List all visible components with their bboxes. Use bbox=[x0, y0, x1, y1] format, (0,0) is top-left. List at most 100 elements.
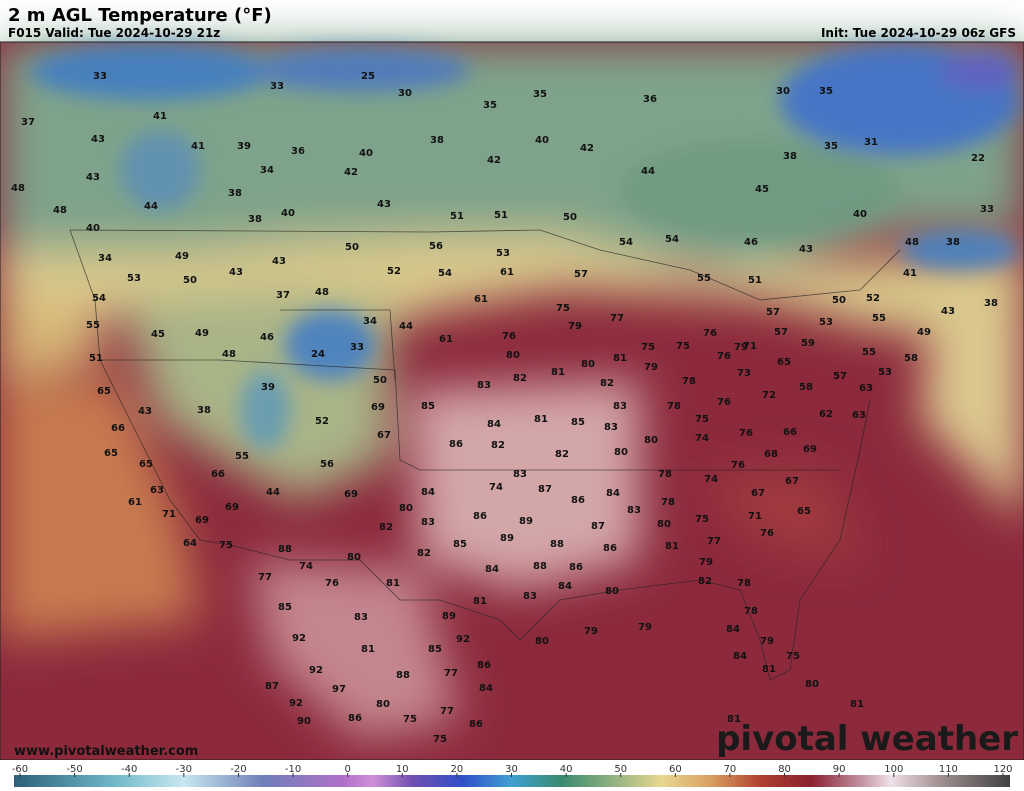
temperature-label: 34 bbox=[260, 165, 274, 176]
temperature-label: 74 bbox=[695, 433, 709, 444]
title: 2 m AGL Temperature (°F) bbox=[8, 5, 272, 26]
temperature-label: 65 bbox=[104, 448, 118, 459]
temperature-label: 76 bbox=[760, 528, 774, 539]
temperature-label: 80 bbox=[535, 636, 549, 647]
temperature-label: 82 bbox=[379, 522, 393, 533]
temperature-label: 65 bbox=[139, 459, 153, 470]
temperature-label: 77 bbox=[258, 572, 272, 583]
temperature-label: 51 bbox=[89, 353, 103, 364]
temperature-label: 33 bbox=[980, 204, 994, 215]
temperature-label: 64 bbox=[183, 538, 197, 549]
temperature-label: 84 bbox=[487, 419, 501, 430]
temperature-label: 79 bbox=[760, 636, 774, 647]
temperature-label: 48 bbox=[905, 237, 919, 248]
temperature-label: 86 bbox=[449, 439, 463, 450]
temperature-label: 82 bbox=[555, 449, 569, 460]
temperature-label: 67 bbox=[785, 476, 799, 487]
colorbar-label: 100 bbox=[884, 764, 903, 775]
temperature-label: 38 bbox=[430, 135, 444, 146]
temperature-label: 77 bbox=[610, 313, 624, 324]
temperature-label: 86 bbox=[348, 713, 362, 724]
temperature-label: 71 bbox=[743, 341, 757, 352]
site-url: www.pivotalweather.com bbox=[14, 744, 198, 759]
temperature-label: 30 bbox=[776, 86, 790, 97]
temperature-label: 78 bbox=[661, 497, 675, 508]
temperature-label: 81 bbox=[386, 578, 400, 589]
temperature-label: 53 bbox=[127, 273, 141, 284]
temperature-label: 87 bbox=[265, 681, 279, 692]
temperature-label: 61 bbox=[439, 334, 453, 345]
temperature-label: 69 bbox=[371, 402, 385, 413]
temperature-label: 38 bbox=[197, 405, 211, 416]
temperature-label: 38 bbox=[984, 298, 998, 309]
temperature-label: 46 bbox=[260, 332, 274, 343]
colorbar-label: 80 bbox=[778, 764, 791, 775]
temperature-label: 43 bbox=[272, 256, 286, 267]
temperature-label: 45 bbox=[755, 184, 769, 195]
temperature-label: 72 bbox=[762, 390, 776, 401]
temperature-label: 49 bbox=[195, 328, 209, 339]
temperature-label: 78 bbox=[658, 469, 672, 480]
temperature-label: 73 bbox=[737, 368, 751, 379]
temperature-label: 79 bbox=[644, 362, 658, 373]
temperature-field bbox=[0, 41, 1024, 761]
temperature-label: 77 bbox=[707, 536, 721, 547]
temperature-label: 37 bbox=[21, 117, 35, 128]
temperature-label: 85 bbox=[421, 401, 435, 412]
temperature-label: 65 bbox=[777, 357, 791, 368]
temperature-label: 35 bbox=[824, 141, 838, 152]
temperature-label: 66 bbox=[783, 427, 797, 438]
temperature-label: 69 bbox=[195, 515, 209, 526]
temperature-label: 43 bbox=[799, 244, 813, 255]
temperature-label: 61 bbox=[500, 267, 514, 278]
temperature-label: 86 bbox=[469, 719, 483, 730]
temperature-label: 76 bbox=[703, 328, 717, 339]
temperature-label: 82 bbox=[417, 548, 431, 559]
colorbar-label: -10 bbox=[285, 764, 301, 775]
temperature-label: 81 bbox=[551, 367, 565, 378]
temperature-label: 75 bbox=[641, 342, 655, 353]
colorbar-label: 120 bbox=[993, 764, 1012, 775]
temperature-label: 80 bbox=[347, 552, 361, 563]
temperature-label: 48 bbox=[53, 205, 67, 216]
colorbar bbox=[14, 775, 1010, 787]
temperature-label: 78 bbox=[744, 606, 758, 617]
temperature-label: 86 bbox=[569, 562, 583, 573]
brand: pivotal weather bbox=[716, 719, 1018, 759]
temperature-label: 38 bbox=[248, 214, 262, 225]
temperature-label: 77 bbox=[444, 668, 458, 679]
temperature-label: 55 bbox=[697, 273, 711, 284]
temperature-label: 44 bbox=[641, 166, 655, 177]
temperature-label: 57 bbox=[774, 327, 788, 338]
temperature-label: 54 bbox=[92, 293, 106, 304]
temperature-label: 86 bbox=[603, 543, 617, 554]
temperature-label: 62 bbox=[819, 409, 833, 420]
temperature-label: 39 bbox=[237, 141, 251, 152]
temperature-label: 75 bbox=[786, 651, 800, 662]
colorbar-label: 30 bbox=[505, 764, 518, 775]
colorbar-ticks: -60 -50 -40 -30 -20 -10 0 10 20 30 40 50 60 70 80 90 100… bbox=[12, 764, 1013, 777]
temperature-label: 51 bbox=[450, 211, 464, 222]
temperature-label: 80 bbox=[605, 586, 619, 597]
temperature-label: 40 bbox=[86, 223, 100, 234]
temperature-label: 43 bbox=[91, 134, 105, 145]
temperature-label: 43 bbox=[138, 406, 152, 417]
temperature-label: 76 bbox=[739, 428, 753, 439]
temperature-label: 51 bbox=[748, 275, 762, 286]
colorbar-label: 70 bbox=[724, 764, 737, 775]
temperature-label: 77 bbox=[440, 706, 454, 717]
temperature-label: 63 bbox=[852, 410, 866, 421]
temperature-label: 55 bbox=[862, 347, 876, 358]
temperature-label: 76 bbox=[717, 351, 731, 362]
temperature-label: 86 bbox=[571, 495, 585, 506]
temperature-label: 41 bbox=[191, 141, 205, 152]
temperature-label: 67 bbox=[377, 430, 391, 441]
temperature-label: 41 bbox=[903, 268, 917, 279]
temperature-label: 87 bbox=[591, 521, 605, 532]
temperature-label: 82 bbox=[513, 373, 527, 384]
temperature-label: 81 bbox=[665, 541, 679, 552]
temperature-label: 71 bbox=[162, 509, 176, 520]
colorbar-label: -40 bbox=[121, 764, 137, 775]
temperature-label: 81 bbox=[534, 414, 548, 425]
